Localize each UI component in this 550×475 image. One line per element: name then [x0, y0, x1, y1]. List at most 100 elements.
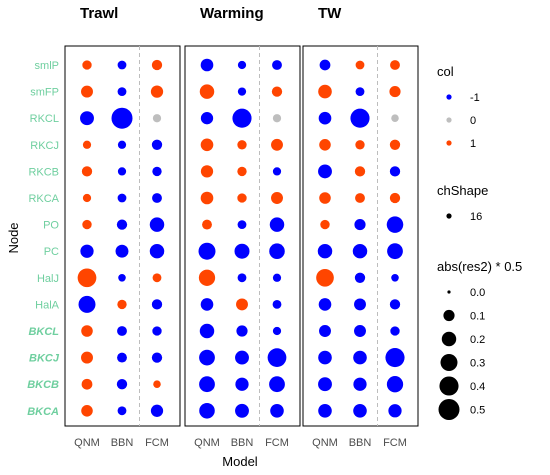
legend-label-col: 0 — [470, 115, 476, 127]
point-warming-bkcl-qnm — [199, 323, 215, 339]
point-trawl-bkca-fcm — [150, 404, 164, 417]
point-tw-bkcj-fcm — [385, 348, 405, 368]
legend-swatch-shape — [446, 213, 452, 219]
legend-swatch-0 — [446, 117, 452, 123]
legend-size-swatch — [447, 290, 451, 294]
facet-title-trawl: Trawl — [80, 5, 118, 22]
point-warming-bkca-qnm — [199, 403, 215, 419]
point-tw-bkcb-bbn — [353, 377, 367, 391]
point-warming-bkcb-qnm — [199, 376, 215, 393]
point-trawl-rkcj-qnm — [82, 140, 92, 149]
facet-title-warming: Warming — [200, 5, 264, 22]
point-warming-po-fcm — [269, 217, 285, 232]
tick-label-bkcb: BKCB — [27, 379, 59, 391]
tick-label-bkcl: BKCL — [28, 326, 59, 338]
point-tw-bkcj-bbn — [353, 350, 367, 365]
point-tw-rkcb-qnm — [318, 164, 332, 179]
point-tw-po-qnm — [320, 219, 330, 230]
point-warming-smfp-bbn — [237, 87, 247, 96]
point-warming-rkca-qnm — [200, 191, 214, 205]
point-warming-po-qnm — [202, 219, 212, 230]
point-tw-po-fcm — [386, 216, 404, 233]
legend-size-label: 0.3 — [470, 358, 485, 370]
point-tw-halj-bbn — [354, 272, 366, 283]
facet-title-tw: TW — [318, 5, 342, 22]
legend-size-label: 0.4 — [470, 381, 485, 393]
point-warming-bkcj-bbn — [235, 350, 249, 365]
point-warming-bkcl-fcm — [272, 326, 282, 336]
legend-swatch--1 — [446, 94, 452, 100]
point-warming-rkcj-bbn — [237, 140, 247, 150]
point-trawl-bkcl-qnm — [81, 325, 93, 337]
legend-size-label: 0.5 — [470, 405, 485, 417]
point-trawl-bkcb-bbn — [116, 379, 128, 390]
legend: col -1 0 1 chShape 16 abs(res2) * 0.5 0.0 0.1 0.2… — [437, 64, 522, 420]
tick-label-rkcl: RKCL — [30, 113, 59, 125]
point-trawl-pc-qnm — [80, 244, 94, 258]
point-trawl-bkcj-bbn — [117, 352, 127, 363]
point-warming-bkcb-fcm — [269, 376, 285, 393]
point-tw-hala-qnm — [318, 298, 332, 311]
point-trawl-smlp-fcm — [151, 59, 163, 71]
tick-label-rkcb: RKCB — [28, 166, 59, 178]
tick-label-fcm: FCM — [383, 437, 407, 449]
point-trawl-pc-fcm — [149, 243, 165, 259]
point-trawl-smfp-fcm — [150, 85, 164, 98]
point-tw-pc-fcm — [387, 243, 403, 260]
legend-size-swatch — [439, 376, 459, 396]
legend-label-shape: 16 — [470, 211, 482, 223]
point-warming-bkcl-bbn — [236, 325, 248, 337]
legend-title-size: abs(res2) * 0.5 — [437, 259, 522, 274]
legend-size-swatch — [438, 399, 460, 420]
point-warming-smlp-qnm — [200, 58, 214, 72]
point-trawl-po-qnm — [82, 219, 92, 230]
point-tw-bkca-qnm — [318, 404, 332, 418]
facet-panel-warming — [184, 45, 301, 427]
point-trawl-halj-bbn — [118, 274, 126, 282]
node-axis-labels: smlP smFP RKCL RKCJ RKCB RKCA PO PC HalJ HalA BKCL… — [27, 60, 60, 418]
point-warming-po-bbn — [237, 220, 247, 230]
tick-label-rkca: RKCA — [28, 193, 59, 205]
point-trawl-rkcb-qnm — [81, 166, 93, 177]
legend-size-label: 0.0 — [470, 287, 485, 299]
point-warming-bkcb-bbn — [235, 377, 249, 391]
point-warming-rkcl-qnm — [200, 112, 214, 125]
tick-label-fcm: FCM — [265, 437, 289, 449]
point-tw-rkca-qnm — [319, 192, 331, 204]
legend-size-swatch — [441, 331, 457, 347]
point-warming-smfp-qnm — [199, 84, 215, 99]
point-trawl-po-fcm — [149, 217, 165, 232]
point-tw-smfp-fcm — [389, 86, 401, 98]
point-trawl-bkcj-qnm — [81, 351, 93, 364]
point-warming-rkcj-fcm — [271, 138, 283, 151]
point-warming-pc-bbn — [234, 243, 250, 259]
point-warming-bkcj-fcm — [267, 348, 287, 367]
point-trawl-po-bbn — [116, 219, 128, 230]
panel-border — [64, 45, 181, 427]
point-tw-pc-bbn — [352, 243, 368, 259]
point-warming-hala-fcm — [272, 299, 282, 309]
point-warming-smfp-fcm — [271, 86, 283, 97]
facet-panel-tw — [302, 45, 419, 427]
point-warming-halj-fcm — [272, 273, 282, 282]
point-warming-smlp-fcm — [272, 60, 282, 70]
point-warming-bkca-bbn — [235, 403, 249, 418]
point-tw-bkcb-fcm — [386, 376, 404, 393]
point-trawl-pc-bbn — [115, 244, 129, 258]
tick-label-bkcj: BKCJ — [29, 353, 60, 365]
point-warming-rkcb-qnm — [200, 165, 214, 178]
tick-label-halj: HalJ — [37, 273, 59, 285]
point-trawl-smlp-qnm — [82, 60, 92, 70]
facet-panels — [64, 45, 419, 427]
point-tw-hala-bbn — [354, 298, 366, 311]
tick-label-fcm: FCM — [145, 437, 169, 449]
point-tw-pc-qnm — [317, 243, 333, 259]
point-trawl-bkcl-fcm — [152, 326, 162, 336]
point-tw-smlp-bbn — [355, 60, 365, 70]
point-warming-rkcl-fcm — [272, 114, 282, 123]
point-trawl-halj-qnm — [77, 268, 97, 288]
facet-panel-trawl — [64, 45, 181, 427]
point-warming-pc-qnm — [198, 242, 216, 260]
point-tw-bkcl-fcm — [390, 326, 400, 336]
